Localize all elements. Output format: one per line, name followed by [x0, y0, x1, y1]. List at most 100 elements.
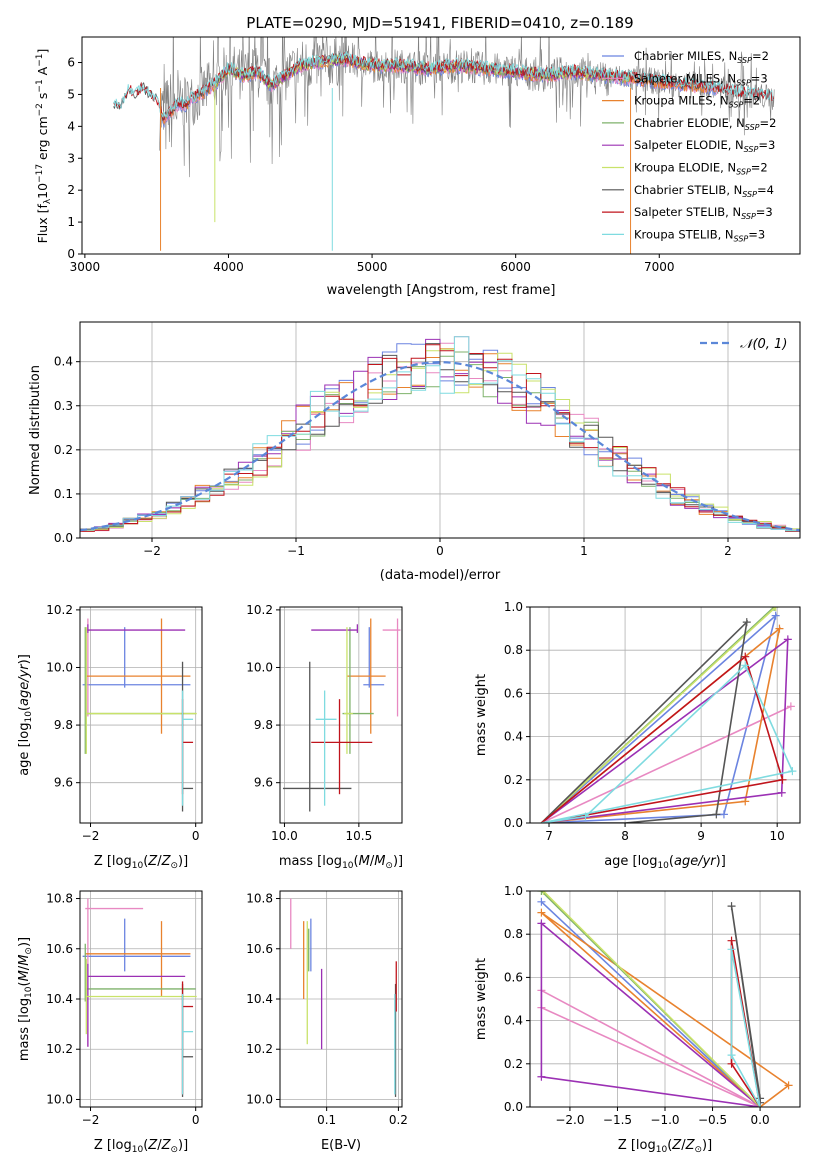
weight-line-chabrier_stelib	[540, 619, 748, 823]
legend-label: Chabrier STELIB, NSSP=4	[634, 183, 774, 199]
residuals-xlabel: (data-model)/error	[380, 568, 501, 583]
mass-weight-vs-age-xlabel: age [log10(age/yr)]	[604, 854, 726, 871]
y-tick-label: 0.0	[504, 1100, 523, 1114]
residuals-ylabel: Normed distribution	[28, 365, 43, 495]
mass-vs-ebv-panel-frame: 0.1 0.2 10.0 10.2 10.4 10.6 10.8	[246, 890, 408, 1127]
axes-frame	[279, 606, 403, 824]
legend-label: Kroupa MILES, NSSP=2	[634, 94, 760, 110]
y-tick-label: 0.2	[504, 773, 523, 787]
x-tick-label: 2	[724, 544, 732, 558]
weight-marker-salpeter_stelib	[727, 936, 736, 945]
mass-weight-vs-age-panel-plot-area	[540, 607, 797, 823]
x-tick-label: −2	[143, 544, 161, 558]
legend-label: Salpeter STELIB, NSSP=3	[634, 205, 773, 221]
age-vs-Z-xlabel: Z [log10(Z/Z⊙)]	[94, 854, 188, 871]
weight-marker-salpeter_elodie	[777, 788, 786, 797]
weight-marker-chabrier_elodie	[770, 607, 779, 611]
mass-weight-vs-Z-xlabel: Z [log10(Z/Z⊙)]	[618, 1138, 712, 1155]
spectrum-ylabel: Flux [fλ10−17 erg cm−2 s−1 A−1]	[35, 49, 53, 244]
y-tick-label: 0.2	[504, 1057, 523, 1071]
weight-marker-chabrier_stelib	[712, 810, 721, 819]
weight-line-kroupa_elodie	[542, 891, 761, 1107]
weight-marker-chabrier_miles	[771, 611, 780, 620]
weight-marker-kroupa_stelib	[788, 767, 797, 776]
x-tick-label: −2	[82, 829, 100, 843]
weight-marker-kroupa_stelib	[741, 661, 750, 670]
weight-marker-salpeter_elodie	[537, 919, 546, 928]
y-tick-label: 9.6	[54, 776, 73, 790]
age-vs-mass-panel-frame: 10.0 10.5 9.6 9.8 10.0 10.2	[246, 603, 403, 843]
x-tick-label: −1	[287, 544, 305, 558]
weight-marker-chabrier_miles	[719, 810, 728, 819]
spectrum-panel-frame: 3000 4000 5000 6000 7000 0 1 2 3 4 5 6 Chabrier MILE…	[67, 36, 801, 274]
weight-line-chabrier_miles	[540, 901, 761, 1107]
x-tick-label: 4000	[213, 260, 244, 274]
y-tick-label: 10.2	[246, 603, 273, 617]
y-tick-label: 10.0	[246, 1092, 273, 1106]
x-tick-label: −2.0	[555, 1113, 584, 1127]
x-tick-label: 0	[192, 1113, 200, 1127]
y-tick-label: 10.6	[246, 942, 273, 956]
weight-marker-kroupa_stelib	[727, 945, 736, 954]
y-tick-label: 0.1	[54, 487, 73, 501]
y-tick-label: 1.0	[504, 600, 523, 614]
legend-label: Salpeter ELODIE, NSSP=3	[634, 138, 775, 154]
x-tick-label: 5000	[357, 260, 388, 274]
weight-line-chabrier_stelib	[730, 905, 761, 1107]
axes-frame	[79, 606, 203, 824]
y-tick-label: 4	[67, 119, 75, 133]
age-vs-Z-panel-frame: −2 0 9.6 9.8 10.0 10.2	[46, 603, 203, 843]
mass-weight-vs-age-ylabel: mass weight	[474, 674, 489, 756]
axes-frame	[529, 606, 801, 824]
mass-vs-Z-panel-plot-area	[82, 898, 197, 1097]
legend-label: 𝒩(0, 1)	[740, 337, 787, 352]
x-tick-label: −0.5	[698, 1113, 727, 1127]
x-tick-label: 10.0	[271, 829, 298, 843]
x-tick-label: 0	[436, 544, 444, 558]
y-tick-label: 1	[67, 215, 75, 229]
weight-marker-chabrier_stelib	[742, 618, 751, 627]
y-tick-label: 10.0	[46, 660, 73, 674]
y-tick-label: 10.4	[246, 992, 273, 1006]
weight-line-salpeter_elodie	[540, 637, 789, 823]
figure-title: PLATE=0290, MJD=51941, FIBERID=0410, z=0…	[246, 14, 633, 32]
mass-vs-ebv-xlabel: E(B-V)	[321, 1138, 361, 1153]
mass-weight-vs-Z-panel: −2.0 −1.5 −1.0 −0.5 0.0 0.0 0.2 0.4 0.6 0.8 1.0	[504, 884, 801, 1127]
y-tick-label: 0.8	[504, 927, 523, 941]
mass-vs-ebv-panel: 0.1 0.2 10.0 10.2 10.4 10.6 10.8	[246, 890, 408, 1127]
x-tick-label: 1	[580, 544, 588, 558]
residuals-panel: −2 −1 0 1 2 0.0 0.1 0.2 0.3 0.4 𝒩(0, 1)	[54, 321, 801, 558]
legend-label: Chabrier MILES, NSSP=2	[634, 49, 769, 65]
weight-marker-kroupa_stelib	[581, 812, 590, 821]
y-tick-label: 0.0	[54, 531, 73, 545]
legend-label: Kroupa ELODIE, NSSP=2	[634, 161, 768, 177]
y-tick-label: 10.4	[46, 992, 73, 1006]
weight-marker-chabrier_miles	[537, 897, 546, 906]
y-tick-label: 10.8	[246, 892, 273, 906]
residuals-panel-frame: −2 −1 0 1 2 0.0 0.1 0.2 0.3 0.4 𝒩(0, 1)	[54, 321, 801, 558]
x-tick-label: 8	[621, 829, 629, 843]
age-vs-mass-panel-plot-area	[282, 618, 401, 812]
weight-line-salpeter_stelib	[540, 655, 784, 823]
weight-marker-kroupa_elodie	[539, 891, 548, 895]
y-tick-label: 10.8	[46, 892, 73, 906]
y-tick-label: 10.2	[246, 1042, 273, 1056]
weight-line-salpeter_miles	[541, 705, 792, 823]
weight-line-kroupa_elodie	[540, 607, 777, 823]
y-tick-label: 0.8	[504, 643, 523, 657]
x-tick-label: 10.5	[345, 829, 372, 843]
model-kroupa_stelib	[113, 50, 774, 118]
mass-weight-vs-Z-panel-frame: −2.0 −1.5 −1.0 −0.5 0.0 0.0 0.2 0.4 0.6 0.8 1.0	[504, 884, 801, 1127]
spectrum-panel-plot-area	[113, 37, 775, 254]
weight-line-kroupa_stelib	[730, 949, 761, 1107]
x-tick-label: 9	[697, 829, 705, 843]
weight-marker-salpeter_stelib	[741, 652, 750, 661]
y-tick-label: 0	[67, 247, 75, 261]
weight-marker-chabrier_elodie	[537, 891, 546, 895]
mass-vs-Z-panel-frame: −2 0 10.0 10.2 10.4 10.6 10.8	[46, 890, 203, 1127]
axes-frame	[81, 36, 801, 255]
mass-vs-ebv-panel-plot-area	[290, 898, 397, 1097]
histogram-salpeter_stelib	[80, 344, 800, 533]
y-tick-label: 1.0	[504, 884, 523, 898]
